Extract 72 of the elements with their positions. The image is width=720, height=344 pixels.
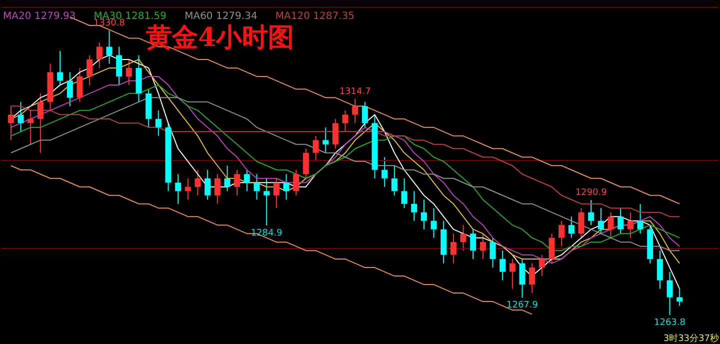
candlestick <box>500 250 506 281</box>
candlestick <box>322 126 329 154</box>
candlestick <box>588 200 594 226</box>
text: MA60 1279.34 <box>184 11 258 22</box>
candlestick <box>666 271 673 316</box>
candlestick <box>96 42 102 68</box>
candlestick <box>86 54 93 86</box>
candlestick <box>342 110 348 132</box>
candlestick <box>362 101 368 128</box>
candlestick <box>608 212 614 238</box>
candlestick <box>450 233 456 264</box>
annotation: 1267.9 <box>506 300 538 311</box>
candlestick <box>57 50 64 86</box>
candlestick <box>18 101 24 132</box>
candlestick <box>28 110 34 145</box>
candlestick <box>391 165 398 196</box>
candlestick <box>126 58 132 86</box>
candlestick <box>76 67 83 102</box>
candlestick <box>194 169 201 196</box>
annotation: 1263.8 <box>654 318 686 328</box>
candlestick <box>470 228 476 260</box>
candlestick <box>273 178 280 209</box>
candlestick <box>332 118 338 150</box>
candlestick <box>184 178 191 200</box>
candlestick <box>411 190 418 222</box>
candlestick <box>8 106 14 141</box>
candlestick <box>558 220 565 247</box>
annotation: 1284.9 <box>250 228 283 239</box>
candlestick <box>529 262 536 294</box>
annotation: 1314.7 <box>339 86 371 97</box>
candlestick <box>37 92 44 154</box>
candlestick <box>352 98 358 124</box>
candlestick <box>637 203 644 234</box>
candlestick <box>234 169 240 196</box>
candlestick <box>244 169 250 192</box>
candlestick <box>519 258 526 298</box>
candlestick <box>656 250 663 290</box>
candlestick <box>618 208 624 234</box>
candlestick <box>293 169 300 196</box>
candlestick <box>264 178 270 226</box>
candlestick <box>204 169 211 200</box>
candlestick <box>460 224 466 252</box>
candlestick <box>676 288 683 306</box>
candlestick <box>155 110 162 136</box>
candlestick <box>283 174 290 200</box>
candlestick <box>578 208 584 238</box>
candlestick <box>490 237 496 268</box>
candlestick <box>538 254 545 277</box>
candlestick <box>214 174 220 204</box>
candlestick <box>420 199 427 230</box>
candlestick <box>175 174 182 204</box>
annotation: 3时33分37秒 <box>663 333 719 344</box>
annotation: 1290.9 <box>575 188 608 198</box>
candlestick <box>302 148 309 179</box>
candlestick <box>598 208 604 234</box>
candlestick <box>382 156 388 188</box>
candlestick <box>480 233 486 260</box>
candlestick <box>627 212 634 238</box>
candlestick <box>548 233 555 264</box>
text: 黄金4小时图 <box>145 23 294 53</box>
candlestick <box>224 165 230 192</box>
candlestick <box>116 46 122 86</box>
candlestick <box>430 208 437 238</box>
text: MA120 1287.35 <box>275 11 354 22</box>
text: MA20 1279.93 <box>3 11 76 22</box>
candlestick <box>106 30 112 64</box>
candlestick <box>401 178 408 209</box>
candlestick <box>66 72 73 107</box>
candlestick <box>509 258 516 290</box>
candlestick <box>568 216 574 238</box>
candlestick <box>312 135 319 162</box>
candlestick <box>254 174 260 200</box>
